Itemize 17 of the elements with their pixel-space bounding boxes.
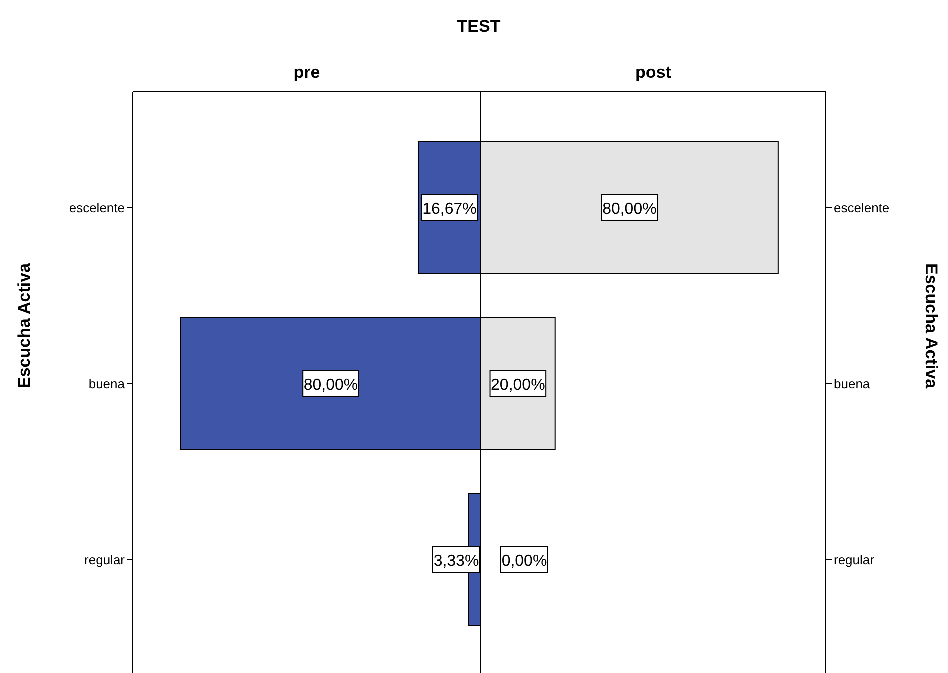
data-label: 3,33% <box>434 552 480 570</box>
chart-subtitle: post <box>636 63 672 82</box>
y-tick-label: escelente <box>69 200 125 216</box>
data-label: 20,00% <box>491 376 546 394</box>
chart-subtitle: pre <box>294 63 320 82</box>
y-tick-label: buena <box>834 376 871 392</box>
data-label: 80,00% <box>304 376 358 394</box>
y-tick-label: regular <box>834 552 876 568</box>
data-label: 16,67% <box>422 200 477 218</box>
data-label: 0,00% <box>502 552 548 570</box>
data-label: 80,00% <box>602 200 657 218</box>
y-tick-label: regular <box>84 552 126 568</box>
y-axis-title: Escucha Activa <box>15 262 34 389</box>
y-tick-label: escelente <box>834 200 890 216</box>
y-axis-title: Escucha Activa <box>922 263 941 390</box>
y-tick-label: buena <box>88 376 126 392</box>
chart-title: TEST <box>457 17 502 36</box>
